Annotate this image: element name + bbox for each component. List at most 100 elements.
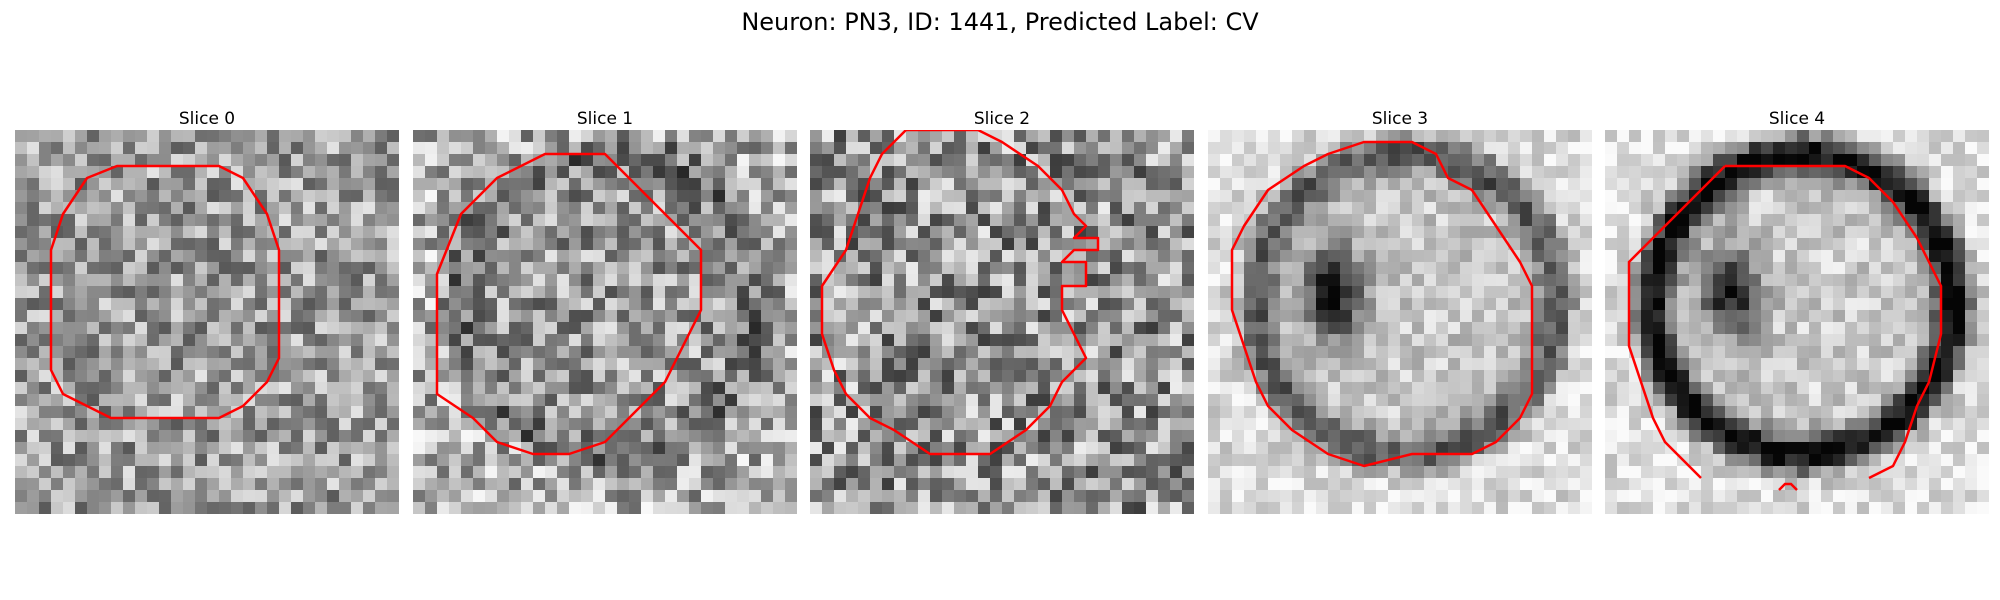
pixel (1424, 298, 1437, 311)
pixel (413, 142, 426, 155)
pixel (737, 322, 750, 335)
pixel (1388, 430, 1401, 443)
pixel (195, 454, 208, 467)
pixel (1905, 322, 1918, 335)
pixel (533, 178, 546, 191)
pixel (449, 274, 462, 287)
pixel (485, 298, 498, 311)
pixel (1821, 226, 1834, 239)
pixel (1869, 406, 1882, 419)
pixel (1605, 418, 1618, 431)
pixel (255, 142, 268, 155)
pixel (1821, 454, 1834, 467)
pixel (1110, 130, 1123, 143)
pixel (1086, 154, 1099, 167)
pixel (1665, 226, 1678, 239)
pixel (882, 130, 895, 143)
pixel (291, 190, 304, 203)
pixel (1460, 262, 1473, 275)
pixel (231, 262, 244, 275)
pixel (773, 154, 786, 167)
pixel (1388, 214, 1401, 227)
pixel (1977, 262, 1989, 275)
pixel (1689, 430, 1702, 443)
pixel (1376, 262, 1389, 275)
pixel (1268, 286, 1281, 299)
pixel (1146, 346, 1159, 359)
pixel (545, 154, 558, 167)
pixel (1605, 298, 1618, 311)
pixel (1725, 154, 1738, 167)
pixel (1653, 214, 1666, 227)
pixel (1182, 430, 1194, 443)
pixel (1026, 478, 1039, 491)
pixel (231, 286, 244, 299)
pixel (15, 490, 28, 503)
pixel (713, 358, 726, 371)
pixel (1701, 394, 1714, 407)
pixel (461, 274, 474, 287)
pixel (437, 286, 450, 299)
pixel (641, 406, 654, 419)
pixel (497, 454, 510, 467)
pixel (749, 262, 762, 275)
pixel (1605, 202, 1618, 215)
pixel (1508, 214, 1521, 227)
pixel (1244, 334, 1257, 347)
pixel (930, 370, 943, 383)
pixel (665, 130, 678, 143)
pixel (785, 334, 797, 347)
pixel (195, 250, 208, 263)
pixel (1086, 430, 1099, 443)
pixel (665, 310, 678, 323)
pixel (1713, 178, 1726, 191)
pixel (1725, 346, 1738, 359)
pixel (461, 190, 474, 203)
pixel (1110, 142, 1123, 155)
pixel (1244, 298, 1257, 311)
pixel (1653, 334, 1666, 347)
pixel (1244, 238, 1257, 251)
pixel (1484, 406, 1497, 419)
pixel (1484, 322, 1497, 335)
pixel (1833, 250, 1846, 263)
pixel (858, 394, 871, 407)
pixel (1158, 478, 1171, 491)
pixel (1617, 214, 1630, 227)
pixel (291, 166, 304, 179)
pixel (1556, 202, 1569, 215)
pixel (1400, 286, 1413, 299)
pixel (1677, 274, 1690, 287)
pixel (1725, 166, 1738, 179)
pixel (1436, 262, 1449, 275)
pixel (1568, 382, 1581, 395)
pixel (87, 214, 100, 227)
pixel (749, 166, 762, 179)
pixel (1098, 322, 1111, 335)
pixel (882, 430, 895, 443)
pixel (183, 154, 196, 167)
pixel (1352, 334, 1365, 347)
pixel (1653, 274, 1666, 287)
pixel (593, 226, 606, 239)
pixel (1641, 154, 1654, 167)
pixel (267, 394, 280, 407)
pixel (1110, 502, 1123, 514)
pixel (1110, 298, 1123, 311)
pixel (737, 154, 750, 167)
pixel (689, 226, 702, 239)
pixel (1170, 334, 1183, 347)
pixel (1941, 334, 1954, 347)
pixel (1110, 310, 1123, 323)
pixel (1472, 262, 1485, 275)
pixel (1725, 418, 1738, 431)
pixel (1568, 466, 1581, 479)
pixel (1158, 442, 1171, 455)
pixel (1220, 226, 1233, 239)
pixel (243, 346, 256, 359)
pixel (15, 322, 28, 335)
pixel (617, 370, 630, 383)
pixel (1857, 322, 1870, 335)
pixel (773, 430, 786, 443)
pixel (858, 262, 871, 275)
